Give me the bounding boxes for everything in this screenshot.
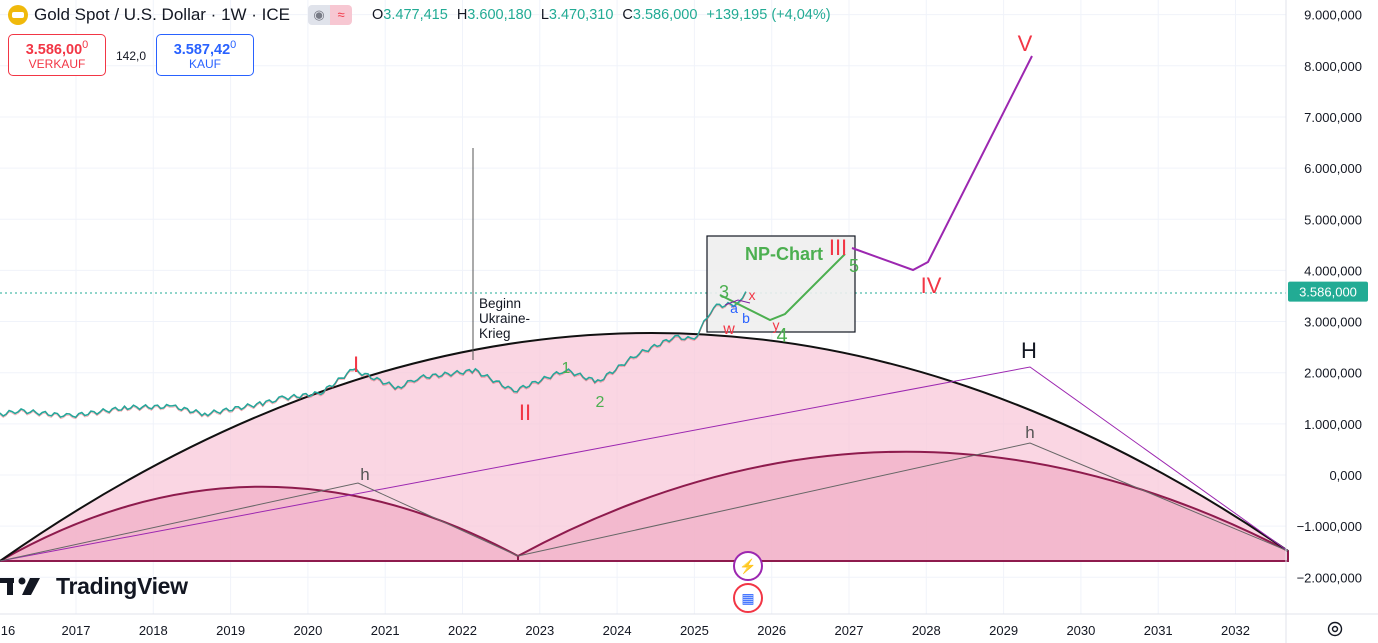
x-tick-label: 2032 — [1221, 623, 1250, 638]
x-tick-label: 16 — [1, 623, 15, 638]
ukraine-event-label: Ukraine- — [479, 311, 530, 326]
correction-b-label: b — [742, 310, 750, 326]
wave-III-label: III — [829, 235, 847, 260]
y-tick-label: 9.000,000 — [1304, 8, 1362, 23]
subwave-5-label: 5 — [849, 256, 859, 276]
y-tick-label: 7.000,000 — [1304, 110, 1362, 125]
x-tick-label: 2031 — [1144, 623, 1173, 638]
x-tick-label: 2029 — [989, 623, 1018, 638]
x-tick-label: 2030 — [1066, 623, 1095, 638]
wave-IV-label: IV — [921, 273, 942, 298]
current-price-tag — [1288, 281, 1368, 302]
x-tick-label: 2027 — [835, 623, 864, 638]
x-tick-label: 2023 — [525, 623, 554, 638]
y-tick-label: 4.000,000 — [1304, 263, 1362, 278]
y-tick-label: 1.000,000 — [1304, 417, 1362, 432]
elliott-wave-purple-line — [851, 55, 1033, 272]
x-tick-label: 2025 — [680, 623, 709, 638]
subwave-4-label: 4 — [776, 325, 787, 347]
correction-y-label: y — [773, 317, 780, 333]
spread-value: 142,0 — [116, 49, 147, 63]
wave-V-label: V — [1018, 31, 1033, 56]
cycle-h2-label: h — [1025, 423, 1034, 442]
x-tick-label: 2024 — [603, 623, 632, 638]
time-axis[interactable]: 16 2017 2018 2019 2020 2021 2022 2023 2024 2025 20… — [0, 613, 1378, 638]
current-price-label: 3.586,000 — [1299, 285, 1357, 300]
subwave-3-label: 3 — [719, 282, 729, 302]
eye-off-icon[interactable]: ◉ — [308, 5, 331, 25]
ohlc-readout: O3.477,415 H3.600,180 L3.470,310 C3.586,… — [372, 7, 831, 23]
cycle-H-label: H — [1021, 338, 1037, 363]
price-line-shadow — [0, 292, 747, 420]
x-tick-label: 2019 — [216, 623, 245, 638]
buy-button[interactable]: 3.587,420 KAUF — [156, 34, 254, 76]
big-cycle-arc-outline — [0, 332, 1289, 562]
wave-indicator-icon[interactable]: ≈ — [330, 5, 353, 25]
np-chart-label: NP-Chart — [745, 244, 823, 264]
subwave-2-label: 2 — [596, 394, 605, 411]
wave-3-4-5-green-line — [719, 253, 846, 322]
x-tick-label: 2028 — [912, 623, 941, 638]
y-tick-label: 6.000,000 — [1304, 161, 1362, 176]
symbol-title[interactable]: Gold Spot / U.S. Dollar · 1W · ICE — [34, 5, 291, 24]
price-change: +139,195 (+4,04%) — [706, 7, 831, 23]
y-tick-label: 0,000 — [1329, 468, 1362, 483]
us-flag-event-icon[interactable]: ▦ — [733, 583, 763, 613]
price-axis[interactable]: 9.000,000 8.000,000 7.000,000 6.000,000 5.00… — [1285, 0, 1368, 643]
correction-w-label: w — [722, 321, 735, 338]
chart-annotations: IIIIIIIVV12345wxyabNP-ChartHhhBeginnUkra… — [353, 31, 1037, 484]
correction-line — [724, 299, 751, 306]
axis-settings-icon[interactable] — [1327, 621, 1343, 637]
x-tick-label: 2021 — [371, 623, 400, 638]
chart-header: Gold Spot / U.S. Dollar · 1W · ICE ◉ ≈ O… — [8, 4, 831, 26]
correction-x-label: x — [749, 287, 756, 303]
y-tick-label: 5.000,000 — [1304, 212, 1362, 227]
cycle-h1-label: h — [360, 465, 369, 484]
wave-II-label: II — [519, 400, 531, 425]
tradingview-logo[interactable]: TradingView — [0, 572, 188, 600]
wave-I-label: I — [353, 352, 359, 377]
price-series — [0, 291, 747, 420]
tradingview-logo-icon — [0, 577, 40, 595]
flash-event-icon[interactable]: ⚡ — [733, 551, 763, 581]
correction-a-label: a — [730, 300, 738, 316]
y-tick-label: −2.000,000 — [1297, 570, 1362, 585]
small-cycle-arc-2 — [517, 450, 1289, 562]
x-tick-label: 2020 — [293, 623, 322, 638]
small-cycle-arc-1 — [0, 485, 519, 562]
y-tick-label: −1.000,000 — [1297, 519, 1362, 534]
x-tick-label: 2022 — [448, 623, 477, 638]
sell-button[interactable]: 3.586,000 VERKAUF — [8, 34, 106, 76]
x-tick-label: 2026 — [757, 623, 786, 638]
ukraine-event-label: Krieg — [479, 326, 511, 341]
cycle-h2-trend-line — [517, 442, 1289, 557]
indicator-toggle[interactable]: ◉ ≈ — [308, 5, 353, 25]
x-tick-label: 2018 — [139, 623, 168, 638]
gold-symbol-icon — [8, 5, 28, 25]
y-tick-label: 2.000,000 — [1304, 366, 1362, 381]
cycle-h1-trend-line — [0, 482, 519, 562]
x-tick-label: 2017 — [62, 623, 91, 638]
y-tick-label: 3.000,000 — [1304, 315, 1362, 330]
subwave-1-label: 1 — [562, 360, 571, 377]
cycle-H-trend-line — [0, 366, 1289, 562]
price-line — [0, 291, 747, 419]
y-tick-label: 8.000,000 — [1304, 59, 1362, 74]
ukraine-event-label: Beginn — [479, 296, 521, 311]
